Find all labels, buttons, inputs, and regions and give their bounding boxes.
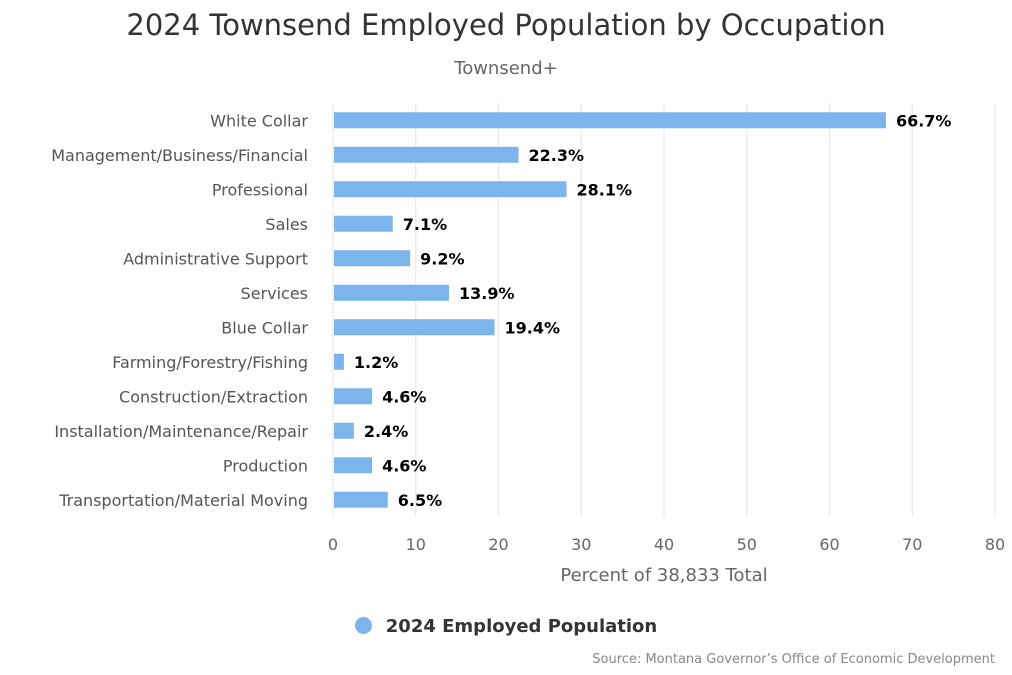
x-tick-label: 20: [488, 535, 508, 554]
category-label: Management/Business/Financial: [51, 146, 308, 165]
category-label: Production: [223, 456, 308, 475]
data-labels: 66.7% 22.3% 28.1% 7.1% 9.2% 13.9% 19.4% 1.2% 4.6…: [354, 111, 952, 510]
x-tick-label: 0: [328, 535, 338, 554]
data-label: 9.2%: [420, 249, 464, 268]
category-label: Construction/Extraction: [119, 387, 308, 406]
x-tick-labels: 0 10 20 30 40 50 60 70 80: [328, 535, 1005, 554]
bar[interactable]: [334, 215, 393, 232]
bar-chart: White Collar Management/Business/Financia…: [51, 103, 1005, 586]
chart-title: 2024 Townsend Employed Population by Occ…: [126, 8, 886, 42]
chart-subtitle: Townsend+: [454, 58, 558, 79]
data-label: 22.3%: [529, 146, 585, 165]
data-label: 13.9%: [459, 284, 515, 303]
grid-lines: [332, 103, 996, 517]
data-label: 4.6%: [382, 456, 426, 475]
bar[interactable]: [334, 388, 373, 405]
x-tick-label: 60: [819, 535, 839, 554]
bars: [334, 112, 886, 508]
bar[interactable]: [334, 422, 354, 439]
category-labels: White Collar Management/Business/Financia…: [51, 111, 308, 510]
category-label: Installation/Maintenance/Repair: [54, 422, 308, 441]
category-label: Professional: [212, 180, 308, 199]
bar[interactable]: [334, 353, 344, 370]
category-label: White Collar: [210, 111, 308, 130]
data-label: 66.7%: [896, 111, 952, 130]
x-axis-title: Percent of 38,833 Total: [560, 565, 767, 586]
data-label: 19.4%: [505, 318, 561, 337]
category-label: Farming/Forestry/Fishing: [112, 353, 308, 372]
data-label: 7.1%: [403, 215, 447, 234]
bar[interactable]: [334, 457, 373, 474]
x-tick-label: 70: [902, 535, 922, 554]
bar[interactable]: [334, 284, 450, 301]
x-tick-label: 80: [985, 535, 1005, 554]
data-label: 2.4%: [364, 422, 408, 441]
category-label: Transportation/Material Moving: [58, 491, 308, 510]
bar[interactable]: [334, 319, 495, 336]
x-tick-label: 40: [654, 535, 674, 554]
category-label: Administrative Support: [123, 249, 308, 268]
data-label: 1.2%: [354, 353, 398, 372]
category-label: Sales: [265, 215, 308, 234]
source-credit: Source: Montana Governor’s Office of Eco…: [592, 652, 995, 667]
x-tick-label: 30: [571, 535, 591, 554]
data-label: 4.6%: [382, 387, 426, 406]
legend-marker-icon: [354, 617, 372, 634]
bar[interactable]: [334, 112, 886, 129]
bar[interactable]: [334, 181, 567, 198]
category-label: Services: [241, 284, 308, 303]
legend[interactable]: 2024 Employed Population: [0, 616, 1012, 637]
x-tick-label: 50: [737, 535, 757, 554]
x-tick-label: 10: [406, 535, 426, 554]
bar[interactable]: [334, 250, 411, 267]
bar[interactable]: [334, 491, 388, 508]
data-label: 28.1%: [577, 180, 633, 199]
data-label: 6.5%: [398, 491, 442, 510]
category-label: Blue Collar: [221, 318, 308, 337]
legend-label: 2024 Employed Population: [385, 616, 658, 637]
bar[interactable]: [334, 146, 519, 163]
